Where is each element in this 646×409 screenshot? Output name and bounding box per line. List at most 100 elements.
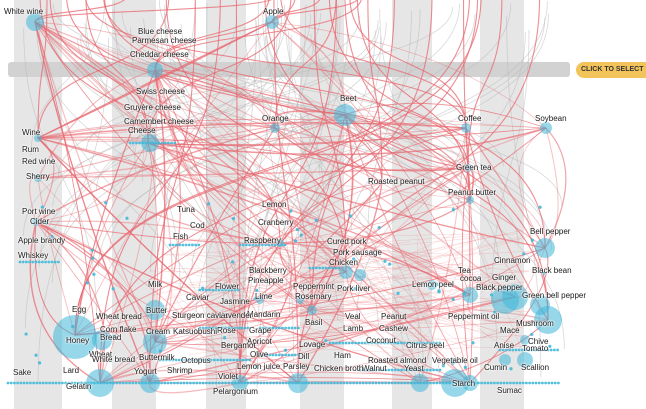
ingredient-node[interactable] xyxy=(438,341,442,345)
ingredient-node[interactable] xyxy=(205,381,208,385)
label-walnut[interactable]: Walnut xyxy=(362,364,387,373)
ingredient-node[interactable] xyxy=(168,358,172,362)
label-cranberry[interactable]: Cranberry xyxy=(258,218,294,227)
ingredient-node[interactable] xyxy=(265,326,268,330)
ingredient-node[interactable] xyxy=(344,341,348,345)
ingredient-node[interactable] xyxy=(281,381,285,385)
ingredient-node[interactable] xyxy=(147,381,151,385)
label-parmesan-cheese[interactable]: Parmesan cheese xyxy=(132,36,197,45)
ingredient-node[interactable] xyxy=(213,358,216,362)
ingredient-node[interactable] xyxy=(246,381,250,385)
ingredient-node[interactable] xyxy=(137,381,141,385)
label-lemon-juice[interactable]: Lemon juice xyxy=(237,362,281,371)
label-egg[interactable]: Egg xyxy=(72,305,87,314)
label-wheat[interactable]: Wheat xyxy=(89,350,113,359)
ingredient-node[interactable] xyxy=(92,272,96,276)
label-beet[interactable]: Beet xyxy=(340,94,357,103)
ingredient-node[interactable] xyxy=(237,326,240,330)
ingredient-node[interactable] xyxy=(248,358,252,362)
ingredient-node[interactable] xyxy=(96,381,99,385)
ingredient-node[interactable] xyxy=(208,381,212,385)
ingredient-node[interactable] xyxy=(203,358,207,362)
ingredient-node[interactable] xyxy=(187,243,191,247)
ingredient-node[interactable] xyxy=(243,381,247,385)
ingredient-node[interactable] xyxy=(281,326,284,330)
ingredient-node[interactable] xyxy=(368,381,371,385)
ingredient-node[interactable] xyxy=(467,381,471,385)
ingredient-node[interactable] xyxy=(521,381,525,385)
ingredient-node[interactable] xyxy=(432,368,435,372)
ingredient-node[interactable] xyxy=(208,326,212,330)
ingredient-node[interactable] xyxy=(160,141,164,145)
ingredient-node[interactable] xyxy=(333,381,336,385)
ingredient-node[interactable] xyxy=(544,381,547,385)
ingredient-node[interactable] xyxy=(293,353,297,357)
ingredient-node[interactable] xyxy=(387,368,391,372)
ingredient-node[interactable] xyxy=(181,358,184,362)
label-chive[interactable]: Chive xyxy=(528,337,549,346)
ingredient-node[interactable] xyxy=(331,266,334,270)
ingredient-node[interactable] xyxy=(288,381,291,385)
ingredient-node[interactable] xyxy=(144,141,148,145)
ingredient-node[interactable] xyxy=(525,381,528,385)
ingredient-node[interactable] xyxy=(73,381,77,385)
ingredient-node[interactable] xyxy=(53,315,97,359)
label-parsley[interactable]: Parsley xyxy=(283,362,310,371)
label-pork-sausage[interactable]: Pork sausage xyxy=(333,248,382,257)
ingredient-node[interactable] xyxy=(178,243,182,247)
ingredient-node[interactable] xyxy=(154,141,158,145)
label-rose[interactable]: Rose xyxy=(217,326,236,335)
label-cream[interactable]: Cream xyxy=(146,327,171,336)
label-starch[interactable]: Starch xyxy=(452,379,476,388)
ingredient-node[interactable] xyxy=(520,335,530,345)
label-gruyere-cheese[interactable]: Gruyère cheese xyxy=(124,103,181,112)
ingredient-node[interactable] xyxy=(435,282,439,287)
ingredient-node[interactable] xyxy=(409,341,413,345)
ingredient-node[interactable] xyxy=(171,358,175,362)
ingredient-node[interactable] xyxy=(461,381,464,385)
label-dill[interactable]: Dill xyxy=(298,352,310,361)
ingredient-node[interactable] xyxy=(550,381,554,385)
ingredient-node[interactable] xyxy=(383,259,387,263)
ingredient-node[interactable] xyxy=(493,381,496,385)
ingredient-node[interactable] xyxy=(207,202,211,206)
ingredient-node[interactable] xyxy=(217,381,221,385)
ingredient-node[interactable] xyxy=(268,353,271,357)
ingredient-node[interactable] xyxy=(324,266,328,270)
ingredient-node[interactable] xyxy=(50,235,54,239)
ingredient-node[interactable] xyxy=(18,260,22,264)
ingredient-node[interactable] xyxy=(214,381,218,385)
ingredient-node[interactable] xyxy=(337,266,341,270)
ingredient-node[interactable] xyxy=(537,348,540,352)
ingredient-node[interactable] xyxy=(131,141,135,145)
ingredient-node[interactable] xyxy=(190,358,194,362)
ingredient-node[interactable] xyxy=(145,300,165,320)
ingredient-node[interactable] xyxy=(360,341,364,345)
label-olive[interactable]: Olive xyxy=(250,350,269,359)
label-mandarin[interactable]: Mandarin xyxy=(247,310,281,319)
label-mushroom[interactable]: Mushroom xyxy=(516,319,554,328)
ingredient-node[interactable] xyxy=(173,381,176,385)
ingredient-node[interactable] xyxy=(409,381,413,385)
ingredient-node[interactable] xyxy=(258,326,262,330)
ingredient-node[interactable] xyxy=(307,381,311,385)
ingredient-node[interactable] xyxy=(429,381,432,385)
ingredient-node[interactable] xyxy=(297,326,300,330)
label-coconut[interactable]: Coconut xyxy=(366,336,396,345)
ingredient-node[interactable] xyxy=(271,353,275,357)
ingredient-node[interactable] xyxy=(198,288,202,292)
ingredient-node[interactable] xyxy=(271,326,275,330)
ingredient-node[interactable] xyxy=(241,243,245,247)
ingredient-node[interactable] xyxy=(291,381,295,385)
label-coffee[interactable]: Coffee xyxy=(458,114,482,123)
label-pork-liver[interactable]: Pork liver xyxy=(337,284,371,293)
ingredient-node[interactable] xyxy=(527,348,531,352)
ingredient-node[interactable] xyxy=(168,243,172,247)
label-green-tea[interactable]: Green tea xyxy=(456,163,492,172)
ingredient-node[interactable] xyxy=(44,260,47,264)
ingredient-node[interactable] xyxy=(464,164,472,172)
ingredient-node[interactable] xyxy=(518,381,522,385)
ingredient-node[interactable] xyxy=(125,381,128,385)
ingredient-node[interactable] xyxy=(241,358,245,362)
ingredient-node[interactable] xyxy=(261,326,265,330)
